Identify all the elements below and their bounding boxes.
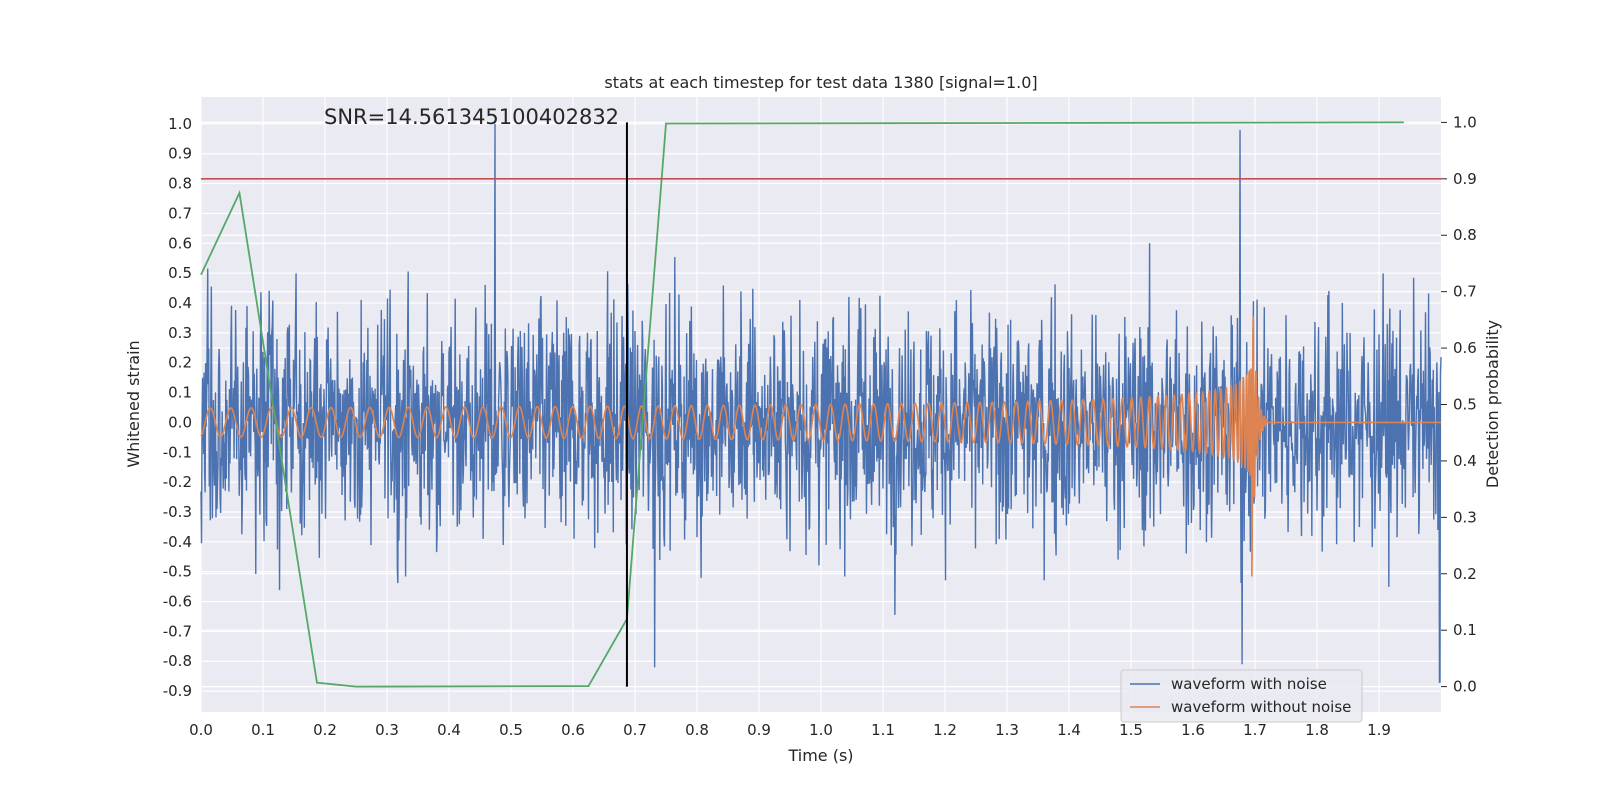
chart-title: stats at each timestep for test data 138… [604,73,1037,92]
y-right-tick-label: 0.7 [1453,283,1477,301]
y-left-tick-label: -0.7 [163,622,192,640]
series-waveform-without-noise [200,315,1441,577]
y-left-tick-label: -0.2 [163,473,192,491]
line-waveform-without-noise [200,315,1441,577]
y-left-tick-label: -0.1 [163,443,192,461]
y-right-tick-label: 0.0 [1453,678,1477,696]
series-waveform-with-noise [200,123,1442,683]
y-left-tick-label: 0.9 [168,145,192,163]
y-left-tick-label: -0.8 [163,652,192,670]
y-left-tick-label: 0.6 [168,234,192,252]
y-left-tick-label: 1.0 [168,115,192,133]
y-right-tick-label: 0.6 [1453,339,1477,357]
y-right-tick-label: 0.3 [1453,508,1477,526]
y-right-tick-label: 0.1 [1453,621,1477,639]
x-tick-label: 1.5 [1119,721,1143,739]
legend-box [1120,669,1363,723]
y-left-tick-label: -0.6 [163,593,192,611]
legend-label-clean: waveform without noise [1171,698,1351,716]
x-tick-label: 1.0 [809,721,833,739]
y-left-tick-label: 0.2 [168,354,192,372]
y-left-tick-label: -0.9 [163,682,192,700]
y-left-tick-label: 0.4 [168,294,192,312]
y-right-tick-label: 0.9 [1453,170,1477,188]
y-left-tick-label: -0.3 [163,503,192,521]
x-axis-label: Time (s) [787,746,853,765]
line-waveform-with-noise [200,123,1442,683]
overlay-lines [201,122,1441,687]
x-tick-label: 0.7 [623,721,647,739]
y-right-tick-label: 0.2 [1453,565,1477,583]
y-right-tick-label: 0.4 [1453,452,1477,470]
x-tick-label: 1.6 [1181,721,1205,739]
grid-lines [200,97,1441,712]
snr-annotation: SNR=14.561345100402832 [324,105,619,129]
y-right-tick-label: 0.5 [1453,396,1477,414]
x-tick-label: 0.9 [747,721,771,739]
x-tick-label: 0.0 [189,721,213,739]
y-left-tick-label: 0.8 [168,175,192,193]
series-detection-probability [200,121,1404,688]
y-left-tick-label: 0.7 [168,204,192,222]
y-right-tick-label: 0.8 [1453,226,1477,244]
x-tick-label: 1.9 [1367,721,1391,739]
x-tick-label: 0.8 [685,721,709,739]
y-left-tick-label: 0.0 [168,413,192,431]
y-right-axis-label: Detection probability [1483,320,1502,488]
x-tick-label: 1.8 [1305,721,1329,739]
x-tick-labels: 0.0 0.1 0.2 0.3 0.4 0.5 0.6 0.7 0.8 0.9 1.0 1.1 1.2 1… [189,721,1391,739]
x-tick-label: 0.4 [437,721,461,739]
x-tick-label: 0.5 [499,721,523,739]
x-tick-label: 1.1 [871,721,895,739]
x-tick-label: 1.4 [1057,721,1081,739]
y-right-tick-label: 1.0 [1453,113,1477,131]
x-tick-label: 1.7 [1243,721,1267,739]
y-left-tick-label: -0.5 [163,563,192,581]
y-left-axis-label: Whitened strain [124,340,143,467]
legend-label-noisy: waveform with noise [1171,675,1327,693]
x-tick-label: 0.3 [375,721,399,739]
x-tick-label: 1.3 [995,721,1019,739]
y-left-tick-label: 0.1 [168,384,192,402]
y-left-tick-label: -0.4 [163,533,192,551]
x-tick-label: 0.2 [313,721,337,739]
x-tick-label: 0.1 [251,721,275,739]
y-left-tick-label: 0.5 [168,264,192,282]
legend: waveform with noise waveform without noi… [1120,669,1363,723]
x-tick-label: 0.6 [561,721,585,739]
line-detection-probability [200,121,1404,688]
y-left-tick-label: 0.3 [168,324,192,342]
y-left-tick-labels: 1.0 0.9 0.8 0.7 0.6 0.5 0.4 0.3 0.2 0.1 0.0 -0.1 -0.… [163,115,192,700]
x-tick-label: 1.2 [933,721,957,739]
y-right-tick-labels: 1.0 0.9 0.8 0.7 0.6 0.5 0.4 0.3 0.2 0.1 0.0 [1441,113,1477,696]
